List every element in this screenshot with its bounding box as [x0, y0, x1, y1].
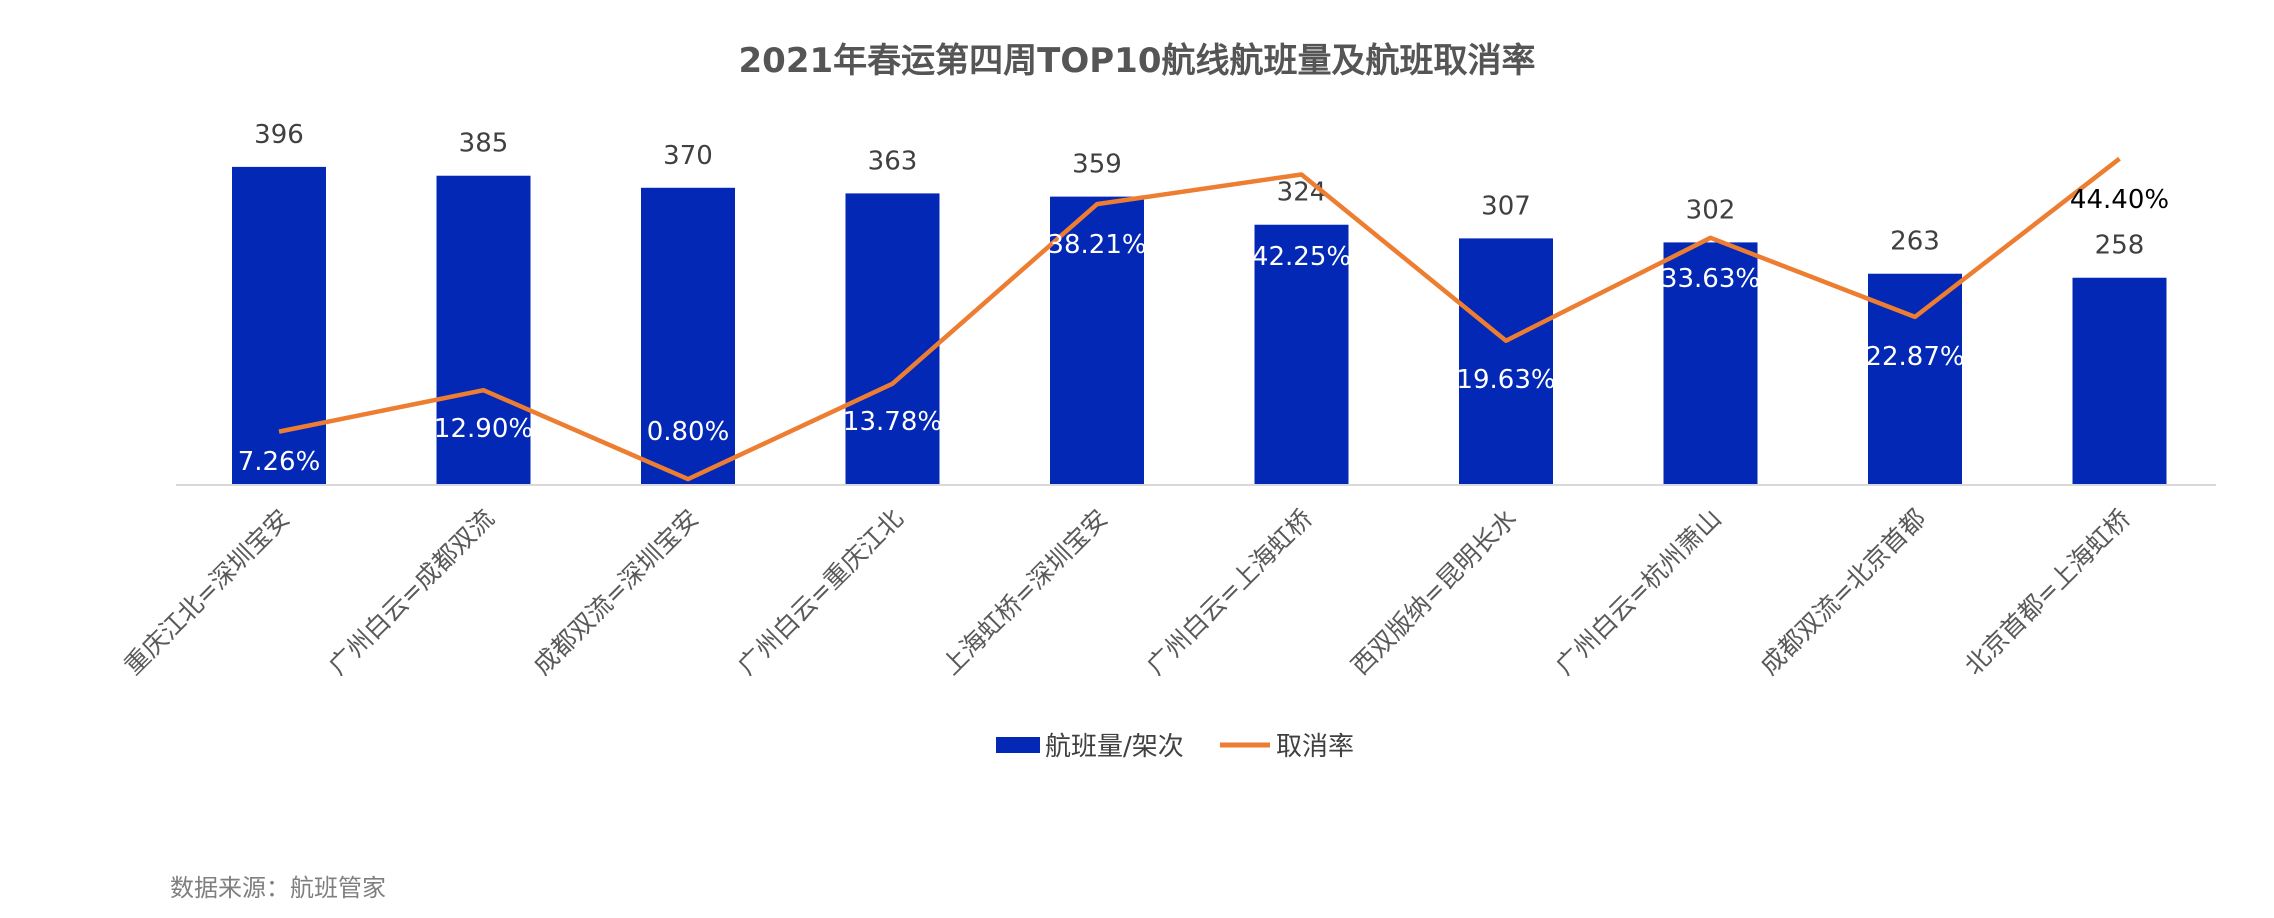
line-value-label: 13.78%: [843, 407, 942, 437]
bar-value-label: 307: [1481, 191, 1531, 221]
category-label: 广州白云=成都双流: [323, 504, 500, 681]
line-value-label: 33.63%: [1661, 264, 1760, 294]
bar-value-label: 258: [2095, 231, 2145, 261]
category-label: 成都双流=北京首都: [1754, 504, 1931, 681]
bar: [1459, 238, 1553, 485]
line-value-label: 42.25%: [1252, 242, 1351, 272]
bar: [436, 175, 531, 486]
bar-value-label: 363: [868, 146, 918, 176]
bar-value-label: 324: [1277, 178, 1327, 208]
bar-value-label: 359: [1072, 150, 1122, 180]
legend: 航班量/架次 取消率: [996, 732, 1354, 762]
bar-value-label: 370: [663, 141, 713, 171]
line-group: 7.26% 12.90% 0.80% 13.78% 38.21% 42.25% 19.63%…: [238, 156, 2169, 482]
category-label: 重庆江北=深圳宝安: [118, 504, 295, 681]
legend-bar-label: 航班量/架次: [1045, 732, 1184, 762]
category-label: 广州白云=杭州萧山: [1550, 504, 1727, 681]
bar: [232, 166, 326, 486]
line-value-label: 22.87%: [1865, 342, 1964, 372]
category-label: 上海虹桥=深圳宝安: [936, 504, 1113, 681]
bar: [1868, 273, 1962, 485]
line-value-label: 38.21%: [1047, 230, 1146, 260]
bar: [1050, 196, 1144, 485]
line-value-label: 0.80%: [647, 417, 730, 447]
cancellation-rate-line: [278, 156, 2121, 482]
bar-value-label: 385: [459, 129, 509, 159]
line-value-label: 19.63%: [1456, 365, 1555, 395]
bar: [2072, 277, 2167, 485]
bar: [845, 193, 940, 485]
legend-line-label: 取消率: [1276, 732, 1354, 762]
line-value-label: 44.40%: [2070, 185, 2169, 215]
line-value-label: 7.26%: [238, 447, 321, 477]
bar: [1663, 242, 1758, 485]
bar-value-label: 302: [1686, 195, 1736, 225]
source-note: 数据来源：航班管家: [170, 874, 386, 902]
category-label: 北京首都=上海虹桥: [1959, 504, 2136, 681]
category-label: 成都双流=深圳宝安: [527, 504, 704, 681]
bar: [1254, 224, 1349, 485]
bar-value-label: 263: [1890, 227, 1940, 257]
category-label: 西双版纳=昆明长水: [1345, 504, 1522, 681]
bar: [641, 187, 735, 486]
category-label: 广州白云=重庆江北: [732, 504, 909, 681]
category-label: 广州白云=上海虹桥: [1141, 504, 1318, 681]
line-value-label: 12.90%: [434, 414, 533, 444]
legend-bar-swatch: [996, 737, 1040, 753]
chart-title: 2021年春运第四周TOP10航线航班量及航班取消率: [739, 41, 1536, 81]
bar-value-label: 396: [254, 120, 304, 150]
